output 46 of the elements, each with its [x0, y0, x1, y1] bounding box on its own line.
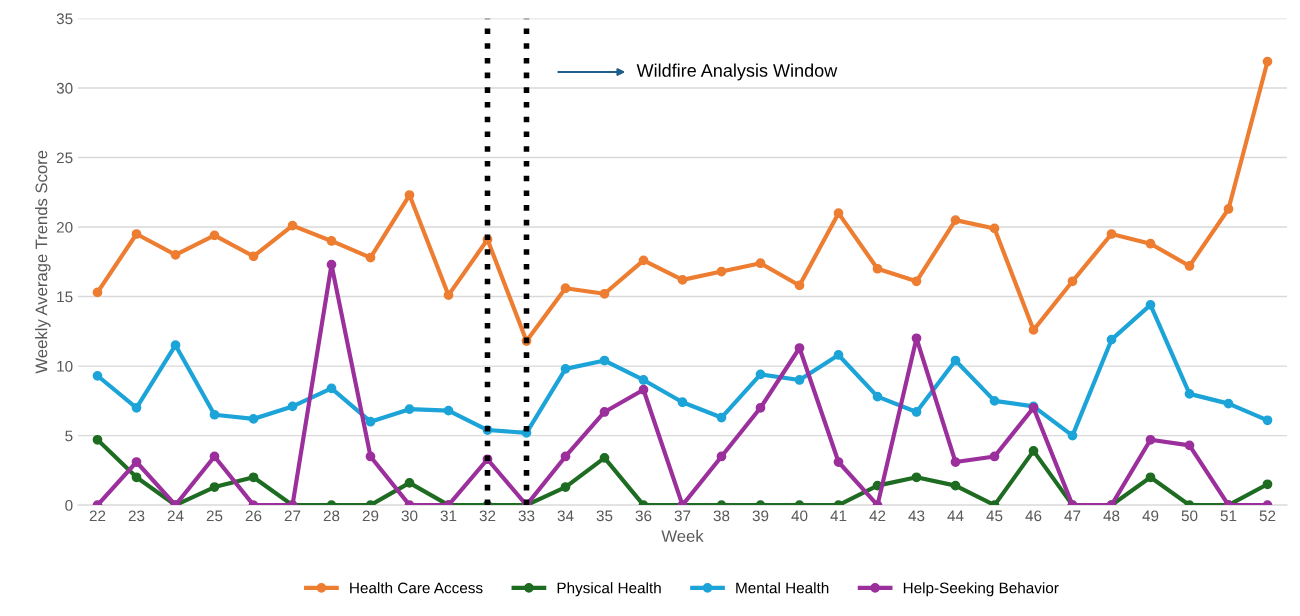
x-tick-label: 24 [167, 510, 184, 522]
legend-label: Mental Health [736, 582, 829, 594]
x-tick-label: 36 [635, 510, 652, 522]
legend-label: Physical Health [557, 582, 661, 597]
x-tick-label: 22 [89, 510, 106, 522]
x-tick-label: 51 [1220, 510, 1237, 522]
x-tick-label: 26 [245, 510, 262, 522]
x-tick-label: 44 [947, 510, 964, 522]
x-tick-label: 30 [401, 510, 418, 522]
y-tick-label: 5 [65, 430, 73, 442]
x-tick-label: 29 [362, 510, 379, 522]
y-tick-label: 35 [56, 13, 73, 25]
x-tick-label: 23 [128, 510, 145, 522]
y-tick-label: 15 [57, 291, 73, 303]
x-tick-label: 42 [869, 510, 886, 522]
x-tick-label: 41 [830, 510, 847, 522]
x-tick-label: 48 [1103, 510, 1120, 522]
x-tick-label: 38 [713, 510, 730, 522]
y-tick-label: 30 [56, 82, 73, 94]
x-tick-label: 32 [479, 510, 496, 522]
x-tick-label: 43 [908, 510, 925, 522]
y-axis-title: Weekly Average Trends Score [35, 150, 51, 374]
x-tick-label: 28 [323, 510, 340, 522]
x-tick-label: 27 [284, 510, 301, 522]
y-tick-label: 0 [65, 499, 73, 511]
x-tick-label: 52 [1259, 510, 1276, 522]
x-tick-label: 45 [986, 510, 1003, 522]
x-tick-label: 50 [1181, 510, 1198, 522]
y-tick-label: 20 [56, 221, 73, 233]
annotation: Wildfire Analysis Window [636, 63, 838, 81]
x-tick-label: 37 [674, 510, 691, 522]
y-tick-label: 10 [57, 360, 73, 372]
x-tick-label: 47 [1064, 510, 1081, 522]
x-tick-label: 31 [440, 510, 457, 522]
x-tick-label: 49 [1142, 510, 1159, 522]
x-tick-label: 35 [596, 510, 613, 522]
legend-label: Help-Seeking Behavior [903, 582, 1059, 597]
y-tick-label: 25 [56, 152, 73, 164]
x-tick-label: 33 [518, 510, 535, 522]
legend-label: Health Care Access [350, 582, 483, 594]
x-tick-label: 46 [1025, 510, 1042, 522]
x-tick-label: 34 [557, 510, 574, 522]
x-tick-label: 39 [752, 510, 769, 522]
x-tick-label: 25 [206, 510, 223, 522]
x-axis-title: Week [661, 529, 704, 543]
x-tick-label: 40 [791, 510, 808, 522]
